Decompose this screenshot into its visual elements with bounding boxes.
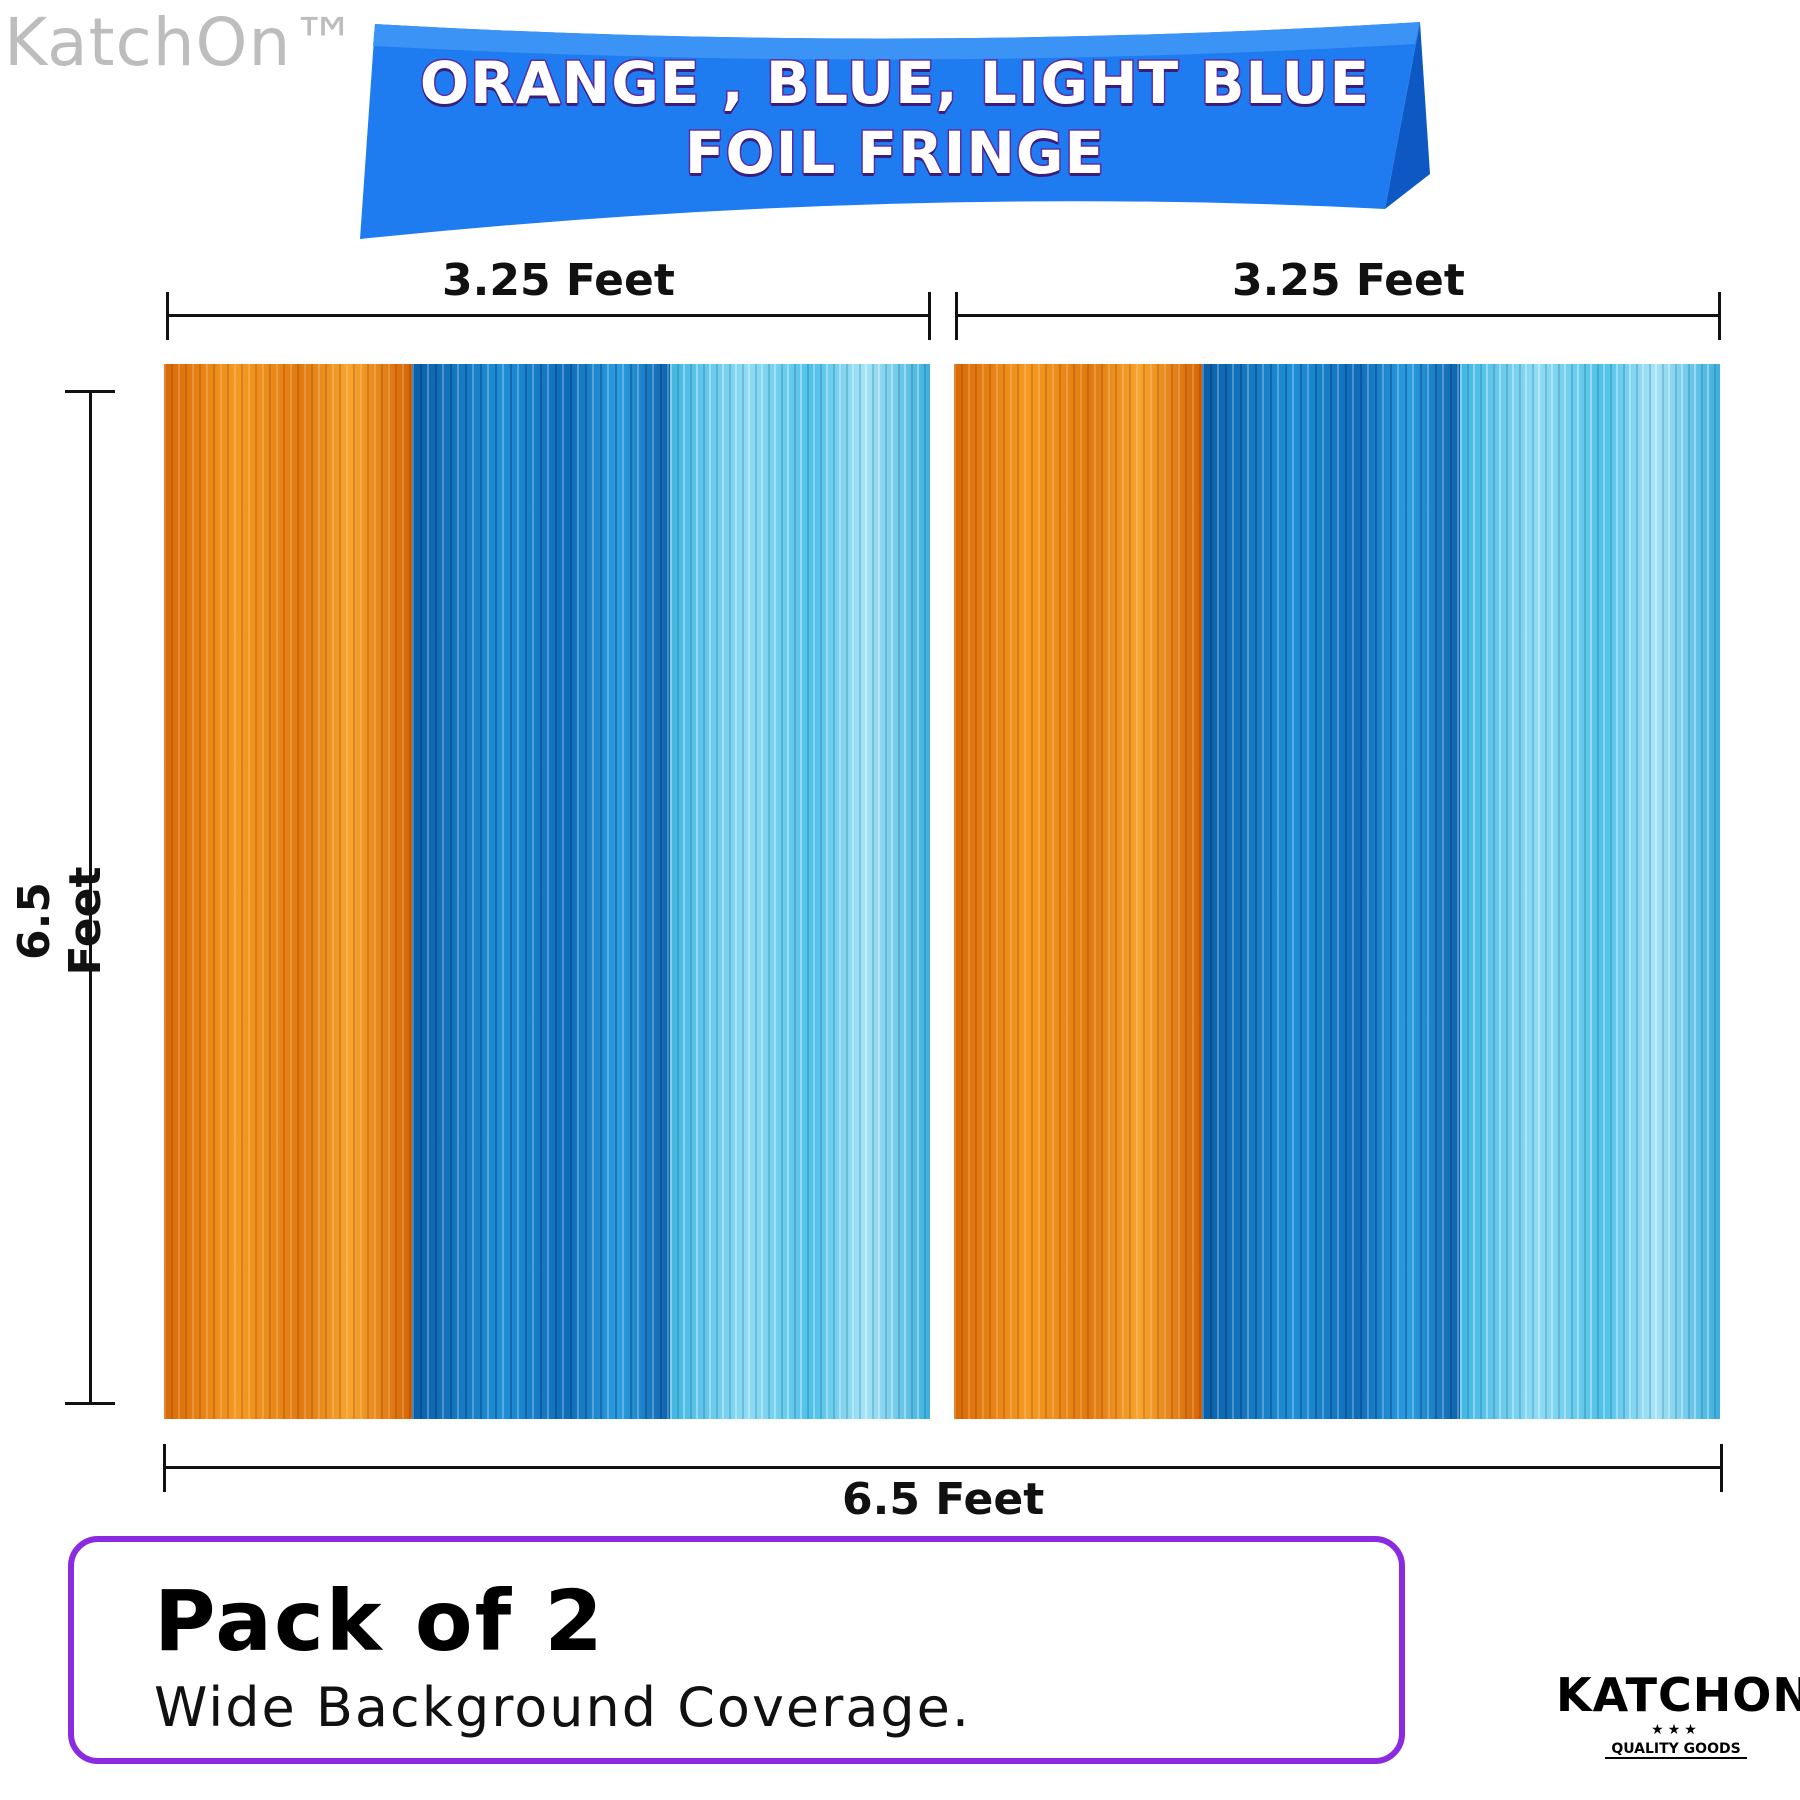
pack-subtitle: Wide Background Coverage. — [154, 1676, 972, 1739]
banner-ribbon-shape — [360, 22, 1430, 239]
logo-brand-name: KATCHON — [1556, 1668, 1800, 1722]
width-line-left — [166, 314, 930, 317]
width-line-right — [955, 314, 1720, 317]
foil-curtain-right — [954, 364, 1720, 1419]
total-width-tick-a — [163, 1444, 166, 1492]
width-tick-right-a — [955, 292, 958, 340]
blue-fringe-panel — [1202, 364, 1460, 1419]
total-width-tick-b — [1720, 1444, 1723, 1492]
width-label-left: 3.25 Feet — [442, 255, 675, 306]
banner-text: ORANGE , BLUE, LIGHT BLUE FOIL FRINGE — [355, 48, 1435, 189]
orange-fringe-panel — [164, 364, 412, 1419]
height-line — [89, 390, 92, 1404]
pack-title: Pack of 2 — [154, 1572, 605, 1670]
watermark-brand: KatchOn™ — [4, 4, 359, 81]
light-blue-fringe-panel — [670, 364, 930, 1419]
logo-brand: KATCHONTM — [1556, 1670, 1800, 1720]
banner-line-1: ORANGE , BLUE, LIGHT BLUE — [418, 48, 1371, 119]
width-tick-right-b — [1718, 292, 1721, 340]
height-tick-bottom — [65, 1402, 115, 1405]
light-blue-fringe-panel — [1460, 364, 1720, 1419]
pack-info-box: Pack of 2 Wide Background Coverage. — [68, 1536, 1405, 1764]
width-label-right: 3.25 Feet — [1232, 255, 1465, 306]
katchon-logo: KATCHONTM ★★★ QUALITY GOODS — [1556, 1670, 1800, 1790]
logo-tagline: QUALITY GOODS — [1605, 1741, 1747, 1759]
foil-curtain-left — [164, 364, 930, 1419]
orange-fringe-panel — [954, 364, 1202, 1419]
blue-fringe-panel — [412, 364, 670, 1419]
height-tick-top — [65, 390, 115, 393]
total-width-line — [163, 1466, 1723, 1469]
height-label: 6.5 Feet — [9, 866, 111, 976]
total-width-label: 6.5 Feet — [842, 1474, 1045, 1525]
logo-stars-icon: ★★★ — [1651, 1722, 1701, 1738]
title-banner: ORANGE , BLUE, LIGHT BLUE FOIL FRINGE — [355, 14, 1435, 244]
banner-line-2: FOIL FRINGE — [683, 118, 1106, 189]
width-tick-left-b — [928, 292, 931, 340]
width-tick-left-a — [166, 292, 169, 340]
